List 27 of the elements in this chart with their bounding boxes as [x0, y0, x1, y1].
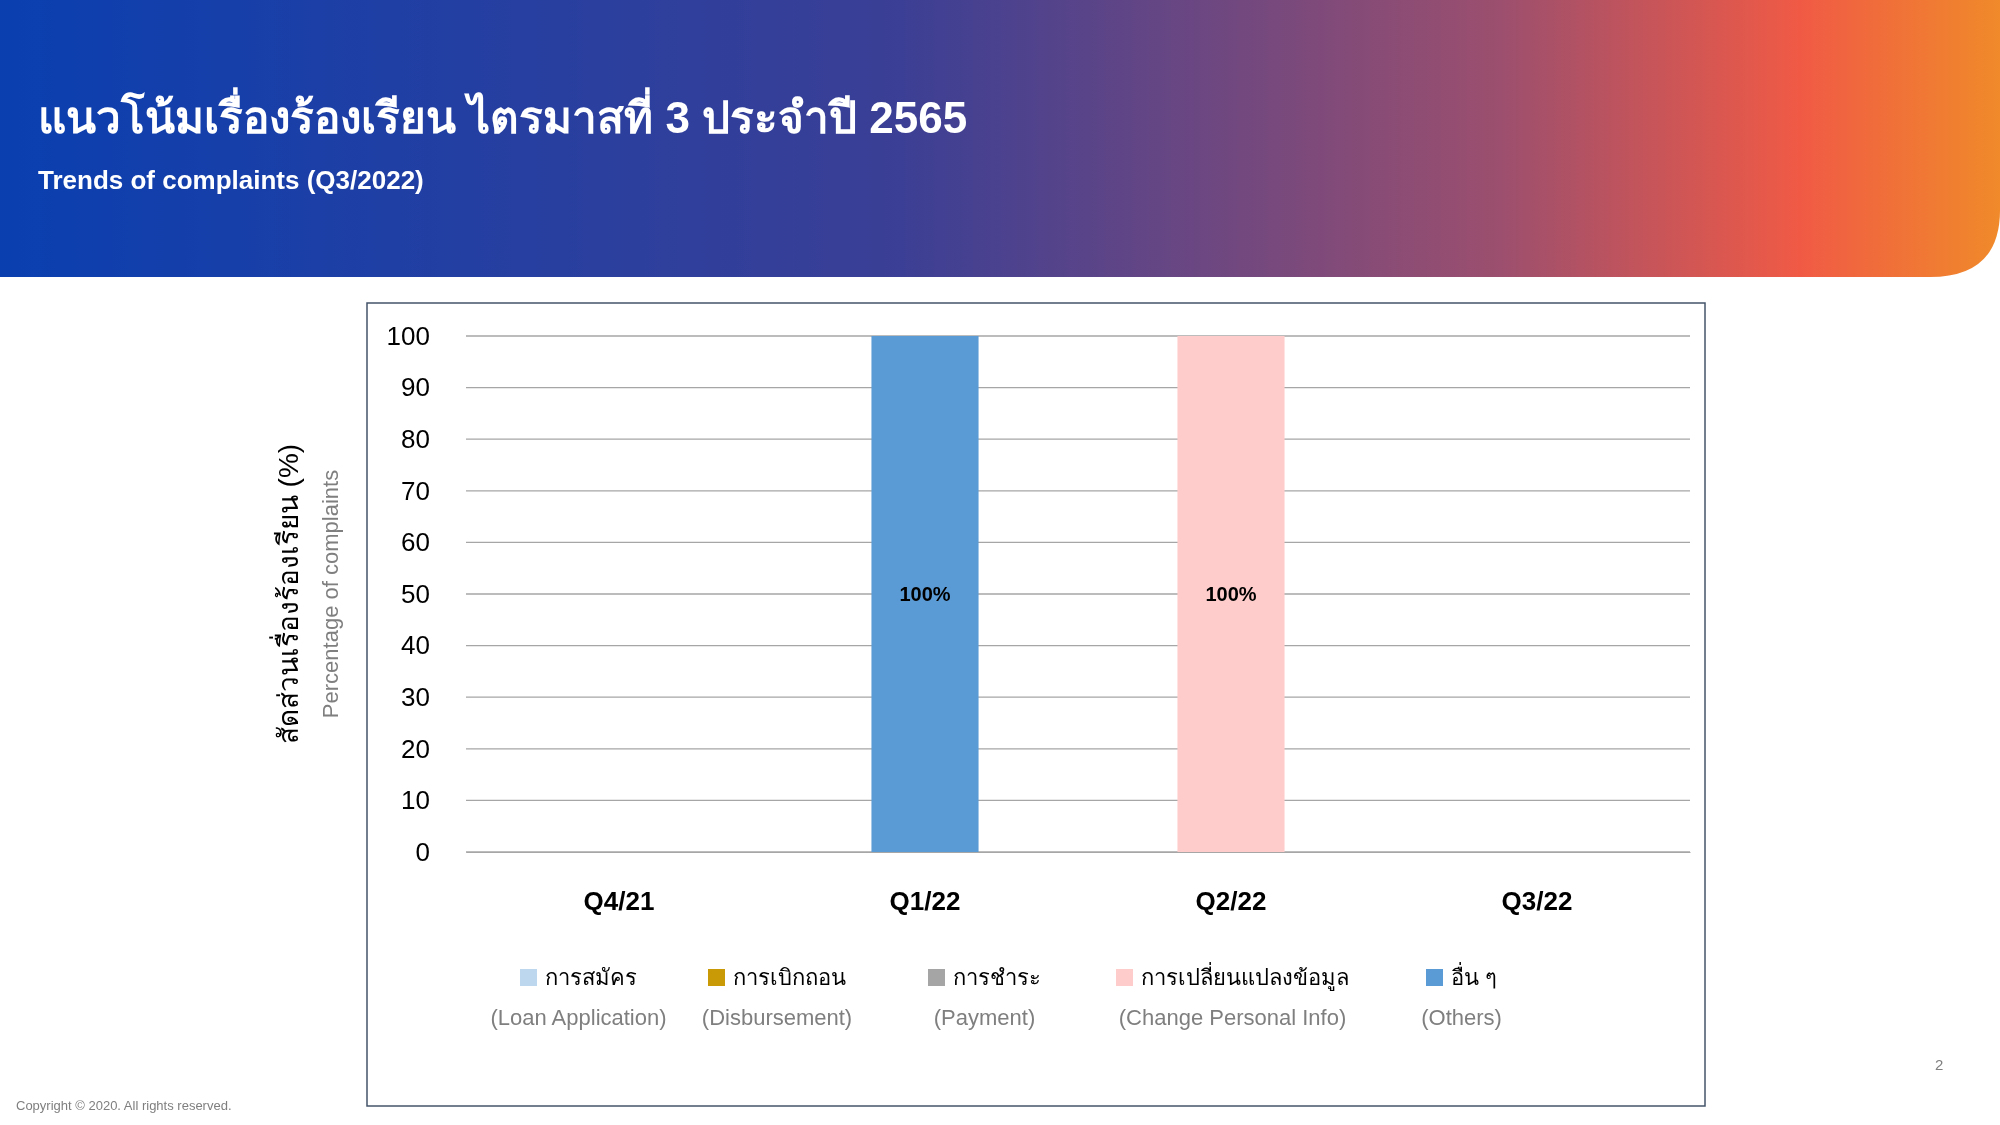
- x-tick-label: Q2/22: [1195, 886, 1267, 917]
- x-tick-label: Q1/22: [889, 886, 961, 917]
- y-tick-label: 100: [386, 320, 430, 351]
- y-tick-label: 0: [415, 836, 430, 867]
- text: Trends of complaints (Q3/2022): [38, 165, 424, 195]
- y-tick-label: 60: [401, 527, 430, 558]
- data-label: 100%: [1205, 583, 1257, 605]
- y-tick-label: 90: [401, 372, 430, 403]
- y-tick-label: 50: [401, 578, 430, 609]
- y-tick-label: 10: [401, 785, 430, 816]
- y-tick-label: 20: [401, 733, 430, 764]
- legend-label: การเปลี่ยนแปลงข้อมูล (Change Personal Info): [1118, 962, 1349, 1030]
- legend-label: อื่น ๆ (Others): [1421, 962, 1502, 1030]
- y-tick-label: 70: [401, 475, 430, 506]
- y-tick-label: 30: [401, 682, 430, 713]
- legend-label: การสมัคร (Loan Application): [490, 965, 667, 1030]
- chart-title: แนวโน้มเรื่องร้องเรียน ไตรมาสที่ 3 ประจำปี 2565: [38, 87, 968, 142]
- y-axis-title: สัดส่วนเรื่องร้องเรียน (%) Percentage of complaints: [269, 443, 343, 745]
- x-tick-label: Q4/21: [583, 886, 655, 917]
- y-tick-label: 40: [401, 630, 430, 661]
- y-tick-label: 80: [401, 424, 430, 455]
- data-label: 100%: [899, 583, 951, 605]
- x-tick-label: Q3/22: [1501, 886, 1573, 917]
- text: 2: [1935, 1056, 1944, 1073]
- legend-label: การเบิกถอน (Disbursement): [701, 965, 853, 1030]
- legend-label: การชำระ (Payment): [933, 965, 1041, 1030]
- text: Copyright © 2020. All rights reserved.: [16, 1098, 232, 1113]
